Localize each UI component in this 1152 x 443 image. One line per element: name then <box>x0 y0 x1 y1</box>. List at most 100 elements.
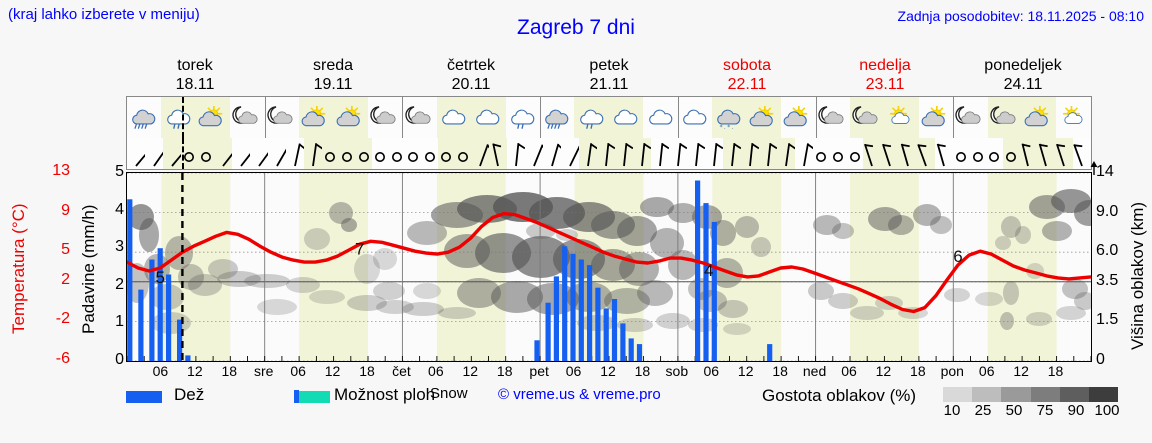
x-axis-label-8: 06 <box>428 363 444 379</box>
svg-text:.: . <box>724 124 726 130</box>
weather-icon-moon-cloud <box>953 97 987 138</box>
day-name: nedelja <box>859 57 911 74</box>
weather-icon-cloud-snow: *. *. <box>712 97 747 138</box>
cloud-density-legend-title: Gostota oblakov (%) <box>762 386 917 405</box>
cloud-density-tick-4: 90 <box>1067 402 1085 419</box>
menu-note: (kraj lahko izberete v meniju) <box>8 6 200 23</box>
x-axis-label-3: sre <box>253 363 274 379</box>
wind-barb <box>232 138 251 169</box>
weather-icon-moon-cloud <box>849 97 885 138</box>
wind-barb-calm <box>338 138 356 169</box>
day-date: 23.11 <box>865 76 905 93</box>
wind-barb <box>507 138 526 169</box>
weather-icon-cloud-drizzle <box>574 97 609 138</box>
weather-icon-cloud <box>471 97 506 138</box>
wind-barb <box>880 138 899 169</box>
day-name: ponedeljek <box>984 57 1062 74</box>
weather-icon-moon-cloud <box>230 97 264 138</box>
temperature-tick-5: -6 <box>55 350 70 367</box>
day-header-torek: torek 18.11 <box>126 56 264 94</box>
weather-icon-cloud <box>678 97 712 138</box>
cloud-height-tick-5: 0 <box>1096 351 1105 368</box>
wind-barb-calm <box>986 138 1003 169</box>
cloud-density-tick-5: 100 <box>1094 402 1120 419</box>
wind-barb <box>543 138 562 169</box>
x-axis-label-14: 18 <box>634 363 651 379</box>
temperature-axis-ticks: 13 9 5 2 -2 -6 <box>36 162 70 367</box>
cloud-height-tick-1: 9.0 <box>1096 202 1119 220</box>
weather-icon-moon-cloud <box>815 97 849 138</box>
showers-legend-swatch <box>294 391 330 403</box>
wind-barb-calm <box>438 138 455 169</box>
wind-barb-calm <box>355 138 372 169</box>
weather-icon-cloud-drizzle <box>506 97 540 138</box>
meteogram-plot: 5746494423-15-12 <box>126 172 1092 362</box>
day-date: 20.11 <box>451 76 491 93</box>
cloud-height-tick-3: 3.5 <box>1096 271 1119 289</box>
day-name: četrtek <box>446 57 495 74</box>
svg-text:7: 7 <box>355 239 364 258</box>
weather-icon-row: *. *. <box>126 96 1092 138</box>
day-date: 19.11 <box>313 76 353 93</box>
svg-text:5: 5 <box>155 268 164 287</box>
x-axis-label-15: sob <box>665 363 689 379</box>
wind-barb <box>286 138 305 169</box>
svg-text:.: . <box>732 124 734 130</box>
cloud-density-swatch-0 <box>943 387 973 402</box>
wind-barb <box>862 138 881 169</box>
day-separator <box>953 97 955 138</box>
weather-icon-sun-cloud <box>746 97 782 138</box>
wind-barb-calm <box>813 138 830 169</box>
cloud-height-axis-title: Višina oblakov (km) <box>1128 201 1147 351</box>
wind-barb-calm <box>953 138 970 169</box>
wind-barb <box>741 138 760 169</box>
precipitation-tick-3: 2 <box>115 275 124 293</box>
wind-barb <box>127 138 145 169</box>
weather-icon-sun-small-cloud <box>884 97 919 138</box>
weather-icon-cloud <box>643 97 677 138</box>
cloud-density-tick-2: 50 <box>1005 402 1023 419</box>
weather-icon-moon-cloud <box>987 97 1022 138</box>
day-header-sobota: sobota 22.11 <box>678 56 816 94</box>
cloud-density-colorbar-labels: 10 25 50 75 90 100 <box>938 402 1128 420</box>
cloud-height-tick-0: 14 <box>1096 163 1114 180</box>
snow-legend-swatch <box>294 390 299 403</box>
copyright-link[interactable]: © vreme.us & vreme.pro <box>498 386 661 403</box>
weather-icon-sun-cloud <box>1021 97 1057 138</box>
weather-icon-sun-cloud <box>299 97 334 138</box>
wind-barb <box>250 138 269 169</box>
wind-barb <box>214 138 233 169</box>
x-axis-label-12: 06 <box>565 363 582 379</box>
day-header-četrtek: četrtek 20.11 <box>402 56 540 94</box>
day-separator <box>677 97 679 138</box>
wind-barb <box>561 138 580 169</box>
cloud-density-swatch-4 <box>1059 387 1089 402</box>
cloud-density-swatch-1 <box>972 387 1002 402</box>
cloud-density-swatch-3 <box>1030 387 1060 402</box>
day-header-nedelja: nedelja 23.11 <box>816 56 954 94</box>
wind-barb <box>145 138 163 169</box>
x-axis-label-11: pet <box>529 363 549 379</box>
wind-barb-row <box>126 138 1092 170</box>
day-date: 18.11 <box>175 76 215 93</box>
temperature-axis-title: Temperatura (°C) <box>9 203 28 335</box>
cloud-density-swatch-2 <box>1001 387 1031 402</box>
day-separator <box>264 97 266 138</box>
weather-icon-moon-cloud <box>368 97 402 138</box>
x-axis-label-26: 18 <box>1047 363 1064 379</box>
weather-icon-sun-cloud <box>781 97 815 138</box>
precipitation-axis-title: Padavine (mm/h) <box>79 204 98 334</box>
svg-text:*: * <box>728 124 731 130</box>
day-separator <box>402 97 404 138</box>
x-axis-label-24: 06 <box>978 363 995 379</box>
cloud-height-axis-ticks: 14 9.0 6.0 3.5 1.5 0 <box>1096 163 1140 368</box>
day-header-strip: torek 18.11 sreda 19.11 četrtek 20.11 petek 21.… <box>126 56 1092 94</box>
current-time-marker <box>182 138 185 169</box>
wind-barb <box>268 138 287 169</box>
day-header-ponedeljek: ponedeljek 24.11 <box>954 56 1092 94</box>
x-axis-label-0: 06 <box>152 363 169 379</box>
svg-text:*: * <box>720 124 723 130</box>
wind-barb <box>1037 138 1056 169</box>
wind-barb <box>597 138 616 169</box>
cloud-density-colorbar <box>943 387 1119 402</box>
